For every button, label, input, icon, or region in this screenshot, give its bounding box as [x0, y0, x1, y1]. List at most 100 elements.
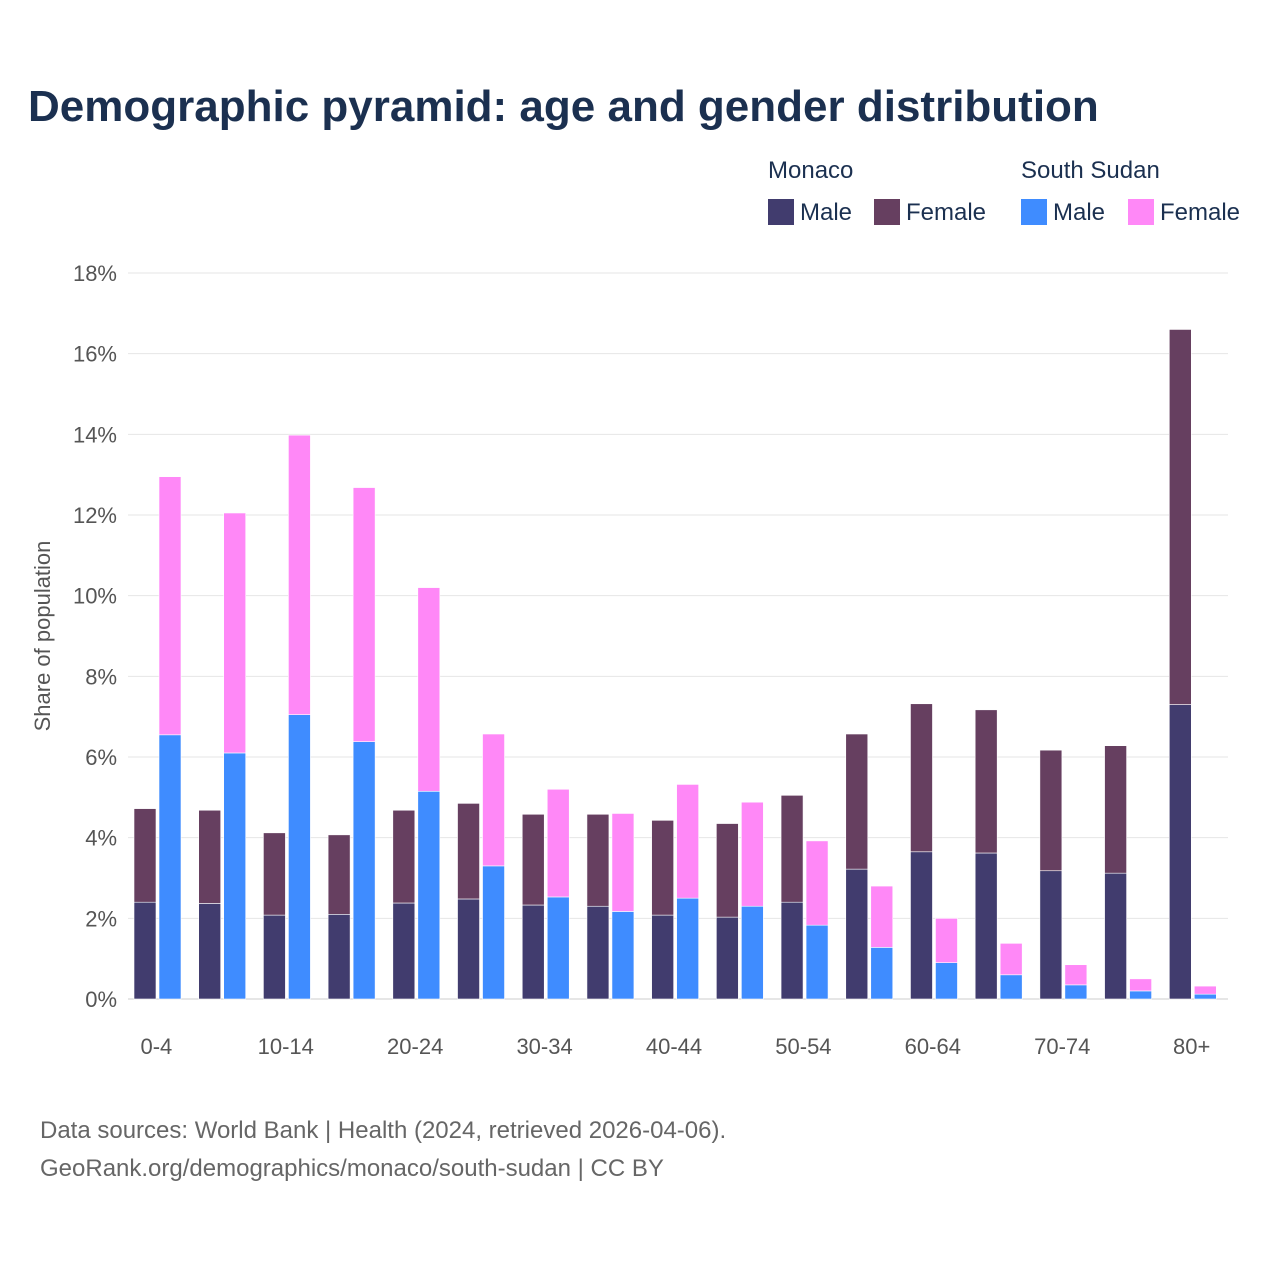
bar-south-sudan-female-20-24: [417, 587, 441, 792]
bar-monaco-male-60-64: [910, 851, 933, 1000]
bar-south-sudan-male-55-59: [870, 947, 894, 1000]
y-tick-label: 4%: [85, 826, 117, 851]
bar-monaco-female-35-39: [586, 813, 610, 907]
x-tick-label: 50-54: [775, 1034, 831, 1059]
bar-south-sudan-female-30-34: [546, 788, 570, 898]
bar-monaco-male-15-19: [327, 913, 351, 1000]
bar-south-sudan-male-15-19: [352, 741, 376, 1000]
bar-monaco-female-25-29: [457, 803, 480, 900]
bar-south-sudan-male-50-54: [805, 924, 829, 1000]
bar-south-sudan-female-70-74: [1064, 964, 1088, 986]
bar-south-sudan-male-60-64: [935, 962, 958, 1000]
bar-south-sudan-female-10-14: [288, 434, 311, 715]
bar-monaco-female-55-59: [845, 733, 869, 870]
legend-swatch: [1128, 199, 1154, 225]
y-tick-label: 14%: [73, 422, 117, 447]
bar-monaco-female-45-49: [716, 823, 739, 918]
bar-south-sudan-female-65-69: [999, 943, 1023, 976]
bar-south-sudan-male-65-69: [999, 974, 1023, 1000]
source-note: Data sources: World Bank | Health (2024,…: [40, 1117, 727, 1144]
legend-label: Male: [800, 199, 853, 226]
legend-ss-male: Male: [1021, 199, 1105, 227]
bar-south-sudan-female-0-4: [158, 476, 182, 736]
bar-monaco-male-0-4: [133, 901, 157, 1000]
bar-south-sudan-male-10-14: [288, 714, 311, 1000]
x-tick-label: 40-44: [646, 1034, 702, 1059]
legend-swatch: [1021, 199, 1047, 225]
bar-south-sudan-male-20-24: [417, 790, 441, 1000]
y-tick-label: 12%: [73, 503, 117, 528]
bar-monaco-female-50-54: [780, 795, 804, 903]
bar-monaco-female-15-19: [327, 834, 351, 915]
bar-south-sudan-male-45-49: [741, 905, 764, 1000]
bar-monaco-male-30-34: [521, 904, 545, 1000]
y-tick-label: 8%: [85, 664, 117, 689]
chart-title: Demographic pyramid: age and gender dist…: [28, 82, 1099, 131]
legend-monaco-female: Female: [874, 199, 986, 227]
bar-monaco-female-20-24: [392, 809, 416, 904]
legend-label: Female: [1160, 199, 1241, 226]
source-url: GeoRank.org/demographics/monaco/south-su…: [40, 1155, 664, 1182]
legend-swatch: [874, 199, 900, 225]
y-tick-label: 10%: [73, 584, 117, 609]
bar-south-sudan-male-80+: [1193, 993, 1217, 1000]
bar-south-sudan-female-40-44: [676, 784, 699, 899]
bar-south-sudan-female-50-54: [805, 840, 829, 926]
legend-group-monaco: Monaco: [768, 157, 854, 184]
bar-monaco-female-70-74: [1039, 749, 1063, 872]
legend-swatch: [768, 199, 794, 225]
bar-south-sudan-female-75-79: [1129, 978, 1152, 992]
bar-monaco-male-25-29: [457, 898, 480, 1000]
bar-monaco-male-40-44: [651, 914, 674, 1000]
bar-south-sudan-female-35-39: [611, 813, 635, 912]
bar-monaco-female-10-14: [263, 832, 286, 916]
y-tick-label: 2%: [85, 906, 117, 931]
bar-monaco-male-75-79: [1104, 872, 1127, 1000]
legend-group-south-sudan: South Sudan: [1021, 157, 1160, 184]
y-tick-label: 18%: [73, 261, 117, 286]
bar-south-sudan-female-60-64: [935, 918, 958, 963]
bar-south-sudan-female-25-29: [482, 733, 505, 867]
bar-south-sudan-female-55-59: [870, 885, 894, 948]
legend-label: Female: [906, 199, 987, 226]
bar-south-sudan-female-15-19: [352, 487, 376, 742]
bar-south-sudan-male-40-44: [676, 897, 699, 1000]
bar-monaco-male-45-49: [716, 916, 739, 1000]
legend-ss-female: Female: [1128, 199, 1240, 227]
y-axis-label: Share of population: [30, 541, 55, 732]
bar-monaco-male-10-14: [263, 914, 286, 1000]
x-tick-label: 20-24: [387, 1034, 443, 1059]
bar-monaco-female-75-79: [1104, 745, 1127, 874]
bar-south-sudan-female-5-9: [223, 512, 247, 754]
bar-monaco-female-40-44: [651, 820, 674, 916]
y-tick-label: 16%: [73, 342, 117, 367]
bar-south-sudan-male-35-39: [611, 911, 635, 1000]
bar-monaco-male-35-39: [586, 905, 610, 1000]
bar-south-sudan-male-0-4: [158, 734, 182, 1000]
bar-monaco-female-80+: [1168, 329, 1192, 705]
bar-south-sudan-female-45-49: [741, 801, 764, 907]
bar-monaco-male-70-74: [1039, 870, 1063, 1000]
x-tick-label: 10-14: [258, 1034, 314, 1059]
y-tick-label: 0%: [85, 987, 117, 1012]
bar-south-sudan-male-75-79: [1129, 990, 1152, 1000]
bar-monaco-male-55-59: [845, 868, 869, 1000]
bar-monaco-female-5-9: [198, 809, 222, 904]
x-tick-label: 0-4: [140, 1034, 172, 1059]
x-tick-label: 60-64: [905, 1034, 961, 1059]
bar-south-sudan-male-30-34: [546, 896, 570, 1000]
y-tick-label: 6%: [85, 745, 117, 770]
bar-monaco-female-60-64: [910, 703, 933, 853]
x-tick-label: 30-34: [516, 1034, 572, 1059]
bar-monaco-female-30-34: [521, 813, 545, 906]
legend-label: Male: [1053, 199, 1106, 226]
bar-monaco-female-65-69: [974, 709, 998, 854]
x-tick-label: 80+: [1173, 1034, 1210, 1059]
bar-south-sudan-male-5-9: [223, 752, 247, 1000]
bar-monaco-male-80+: [1168, 704, 1192, 1000]
bar-south-sudan-female-80+: [1193, 985, 1217, 995]
bar-monaco-male-5-9: [198, 903, 222, 1000]
x-tick-label: 70-74: [1034, 1034, 1090, 1059]
bar-monaco-female-0-4: [133, 808, 157, 903]
